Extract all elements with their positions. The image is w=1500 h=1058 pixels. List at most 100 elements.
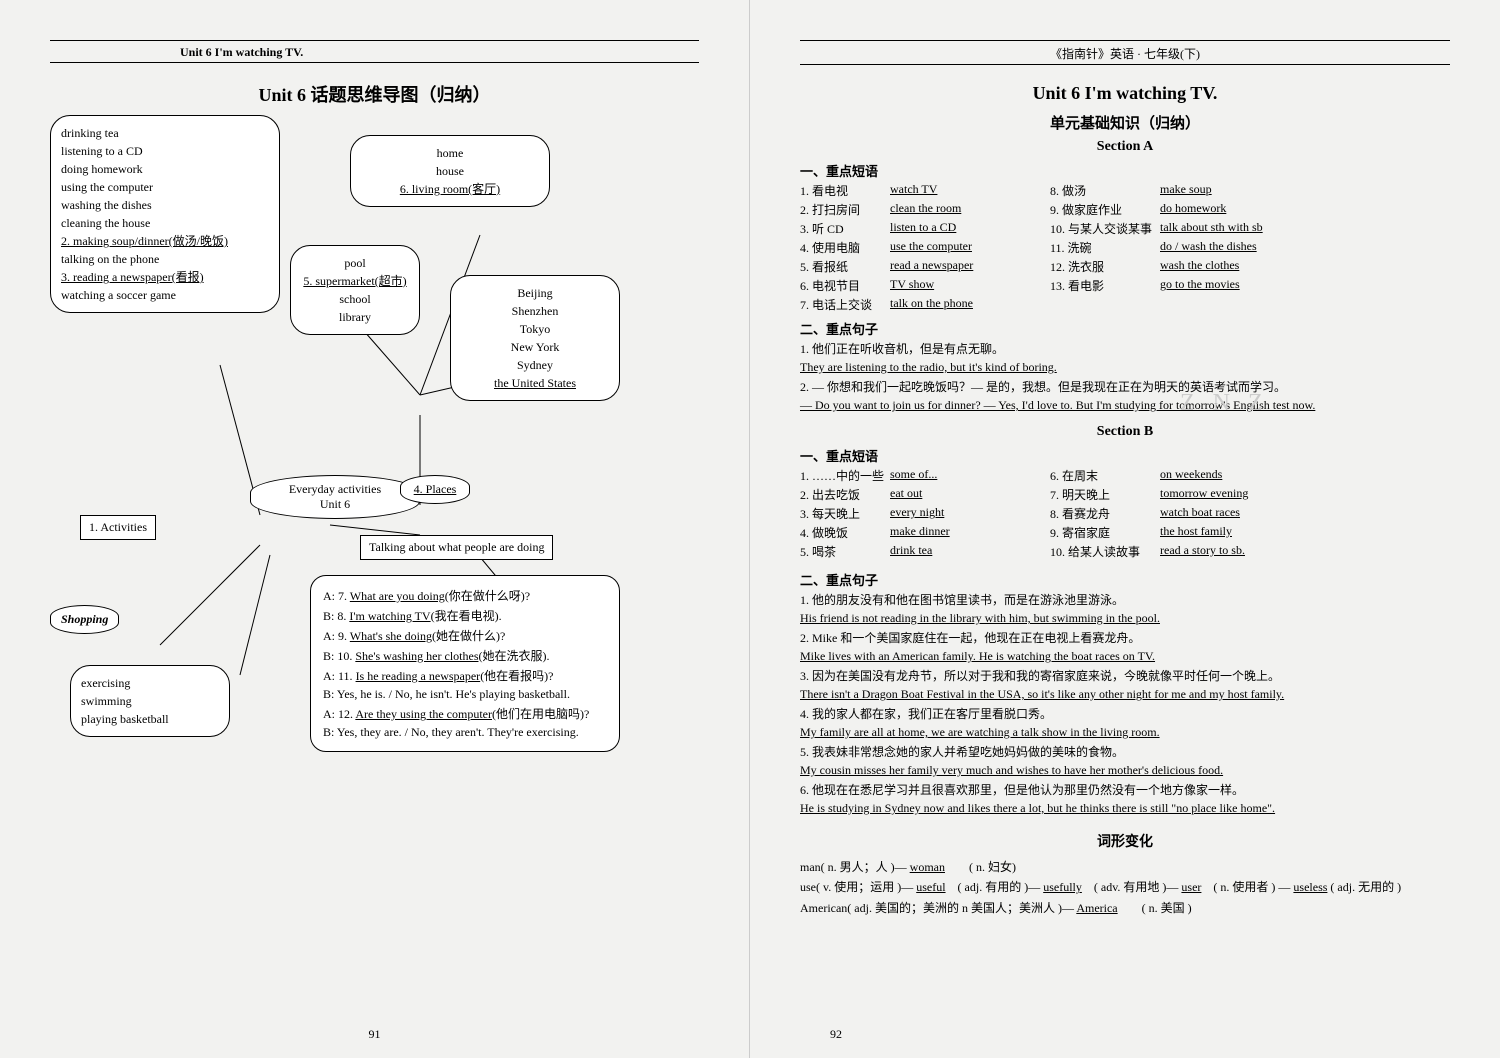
sports-cloud: exercising swimming playing basketball bbox=[70, 665, 230, 737]
page-right: 《指南针》英语 · 七年级(下) Unit 6 I'm watching TV.… bbox=[750, 0, 1500, 1058]
place: library bbox=[301, 308, 409, 326]
phrase-en: drink tea bbox=[890, 543, 1050, 560]
place: Beijing bbox=[461, 284, 609, 302]
dialog-line: B: 10. She's washing her clothes(她在洗衣服). bbox=[323, 647, 607, 664]
phrase-cn: 9. 做家庭作业 bbox=[1050, 201, 1160, 218]
phrase-cn: 11. 洗碗 bbox=[1050, 239, 1160, 256]
phrase-cn: 1. 看电视 bbox=[800, 182, 890, 199]
phrase-en: use the computer bbox=[890, 239, 1050, 256]
phrase-cn: 12. 洗衣服 bbox=[1050, 258, 1160, 275]
phrase-cn: 10. 给某人读故事 bbox=[1050, 543, 1160, 560]
sport: exercising bbox=[81, 674, 219, 692]
phrase-cn: 6. 电视节目 bbox=[800, 277, 890, 294]
sentence-en: He is studying in Sydney now and likes t… bbox=[800, 801, 1275, 815]
school-cloud: pool 5. supermarket(超市) school library bbox=[290, 245, 420, 335]
phrase-cn: 4. 做晚饭 bbox=[800, 524, 890, 541]
header-right: 《指南针》英语 · 七年级(下) bbox=[800, 45, 1450, 62]
sentence-cn: 5. 我表妹非常想念她的家人并希望吃她妈妈做的美味的食物。 bbox=[800, 745, 1124, 759]
shopping-bubble: Shopping bbox=[50, 605, 119, 634]
word-change-header: 词形变化 bbox=[800, 831, 1450, 851]
phrase-cn: 7. 明天晚上 bbox=[1050, 486, 1160, 503]
phrase-cn: 7. 电话上交谈 bbox=[800, 296, 890, 313]
phrase-en: eat out bbox=[890, 486, 1050, 503]
phrase-en: the host family bbox=[1160, 524, 1320, 541]
sentence-cn: 1. 他们正在听收音机，但是有点无聊。 bbox=[800, 342, 1004, 356]
center-everyday: Everyday activities Unit 6 bbox=[250, 475, 420, 519]
sentence-pair: 4. 我的家人都在家，我们正在客厅里看脱口秀。 My family are al… bbox=[800, 705, 1450, 741]
sentence-pair: 3. 因为在美国没有龙舟节，所以对于我和我的寄宿家庭来说，今晚就像平时任何一个晚… bbox=[800, 667, 1450, 703]
phrase-en: listen to a CD bbox=[890, 220, 1050, 237]
place: pool bbox=[301, 254, 409, 272]
phrase-cn: 5. 看报纸 bbox=[800, 258, 890, 275]
sentence-en: There isn't a Dragon Boat Festival in th… bbox=[800, 687, 1284, 701]
sentence-en: Mike lives with an American family. He i… bbox=[800, 649, 1155, 663]
sentence-pair: 5. 我表妹非常想念她的家人并希望吃她妈妈做的美味的食物。 My cousin … bbox=[800, 743, 1450, 779]
home-cloud: home house 6. living room(客厅) bbox=[350, 135, 550, 207]
phrase-cn: 9. 寄宿家庭 bbox=[1050, 524, 1160, 541]
sentence-pair: 1. 他们正在听收音机，但是有点无聊。 They are listening t… bbox=[800, 340, 1450, 376]
place: Sydney bbox=[461, 356, 609, 374]
activity: washing the dishes bbox=[61, 196, 269, 214]
phrase-en: watch boat races bbox=[1160, 505, 1320, 522]
section-b-phrase-grid: 1. ……中的一些some of...6. 在周末on weekends2. 出… bbox=[800, 467, 1450, 560]
word-change-line: American( adj. 美国的；美洲的 n 美国人；美洲人 )— Amer… bbox=[800, 898, 1450, 918]
phrase-cn: 2. 打扫房间 bbox=[800, 201, 890, 218]
place: 6. living room(客厅) bbox=[361, 180, 539, 198]
phrase-en: TV show bbox=[890, 277, 1050, 294]
dialog-line: B: 8. I'm watching TV(我在看电视). bbox=[323, 607, 607, 624]
header-rule bbox=[800, 40, 1450, 41]
phrase-cn: 3. 每天晚上 bbox=[800, 505, 890, 522]
phrase-en: some of... bbox=[890, 467, 1050, 484]
phrase-en bbox=[1160, 296, 1320, 313]
sentence-en: — Do you want to join us for dinner? — Y… bbox=[800, 398, 1315, 412]
dialog-line: A: 12. Are they using the computer(他们在用电… bbox=[323, 705, 607, 722]
sentence-cn: 2. — 你想和我们一起吃晚饭吗？— 是的，我想。但是我现在正在为明天的英语考试… bbox=[800, 380, 1286, 394]
phrase-cn: 8. 做汤 bbox=[1050, 182, 1160, 199]
section-b-sentences: 1. 他的朋友没有和他在图书馆里读书，而是在游泳池里游泳。 His friend… bbox=[800, 591, 1450, 817]
phrase-en: tomorrow evening bbox=[1160, 486, 1320, 503]
sentence-cn: 4. 我的家人都在家，我们正在客厅里看脱口秀。 bbox=[800, 707, 1052, 721]
sentence-cn: 1. 他的朋友没有和他在图书馆里读书，而是在游泳池里游泳。 bbox=[800, 593, 1124, 607]
activities-box: 1. Activities bbox=[80, 515, 156, 540]
place: house bbox=[361, 162, 539, 180]
sentence-cn: 3. 因为在美国没有龙舟节，所以对于我和我的寄宿家庭来说，今晚就像平时任何一个晚… bbox=[800, 669, 1280, 683]
phrase-cn: 13. 看电影 bbox=[1050, 277, 1160, 294]
phrases-header: 一、重点短语 bbox=[800, 446, 1450, 465]
place: 5. supermarket(超市) bbox=[301, 272, 409, 290]
phrases-header: 一、重点短语 bbox=[800, 161, 1450, 180]
phrase-cn: 4. 使用电脑 bbox=[800, 239, 890, 256]
dialog-line: A: 9. What's she doing(她在做什么)? bbox=[323, 627, 607, 644]
page-number: 92 bbox=[830, 1027, 842, 1042]
phrase-en: do homework bbox=[1160, 201, 1320, 218]
activity: talking on the phone bbox=[61, 250, 269, 268]
section-a-sentences: 1. 他们正在听收音机，但是有点无聊。 They are listening t… bbox=[800, 340, 1450, 414]
place: the United States bbox=[461, 374, 609, 392]
activities-cloud: drinking tea listening to a CD doing hom… bbox=[50, 115, 280, 313]
header-left: Unit 6 I'm watching TV. bbox=[50, 45, 699, 60]
label: Everyday activities bbox=[261, 482, 409, 497]
phrase-cn: 10. 与某人交谈某事 bbox=[1050, 220, 1160, 237]
place: Shenzhen bbox=[461, 302, 609, 320]
activity: 3. reading a newspaper(看报) bbox=[61, 268, 269, 286]
label: Unit 6 bbox=[261, 497, 409, 512]
phrase-cn: 1. ……中的一些 bbox=[800, 467, 890, 484]
sport: playing basketball bbox=[81, 710, 219, 728]
section-a-header: Section A bbox=[800, 139, 1450, 155]
sentence-cn: 6. 他现在在悉尼学习并且很喜欢那里，但是他认为那里仍然没有一个地方像家一样。 bbox=[800, 783, 1244, 797]
place: New York bbox=[461, 338, 609, 356]
phrase-en: go to the movies bbox=[1160, 277, 1320, 294]
phrase-en: make soup bbox=[1160, 182, 1320, 199]
activity: drinking tea bbox=[61, 124, 269, 142]
header-rule bbox=[50, 40, 699, 41]
sentence-pair: 2. — 你想和我们一起吃晚饭吗？— 是的，我想。但是我现在正在为明天的英语考试… bbox=[800, 378, 1450, 414]
sentence-en: His friend is not reading in the library… bbox=[800, 611, 1160, 625]
phrase-cn: 5. 喝茶 bbox=[800, 543, 890, 560]
header-rule bbox=[50, 62, 699, 63]
phrase-en: make dinner bbox=[890, 524, 1050, 541]
dialog-line: B: Yes, he is. / No, he isn't. He's play… bbox=[323, 687, 607, 702]
word-change-block: man( n. 男人；人 )— woman ( n. 妇女)use( v. 使用… bbox=[800, 857, 1450, 918]
word-change-line: use( v. 使用；运用 )— useful ( adj. 有用的 )— us… bbox=[800, 877, 1450, 897]
place: school bbox=[301, 290, 409, 308]
section-b-header: Section B bbox=[800, 424, 1450, 440]
talking-box: Talking about what people are doing bbox=[360, 535, 553, 560]
